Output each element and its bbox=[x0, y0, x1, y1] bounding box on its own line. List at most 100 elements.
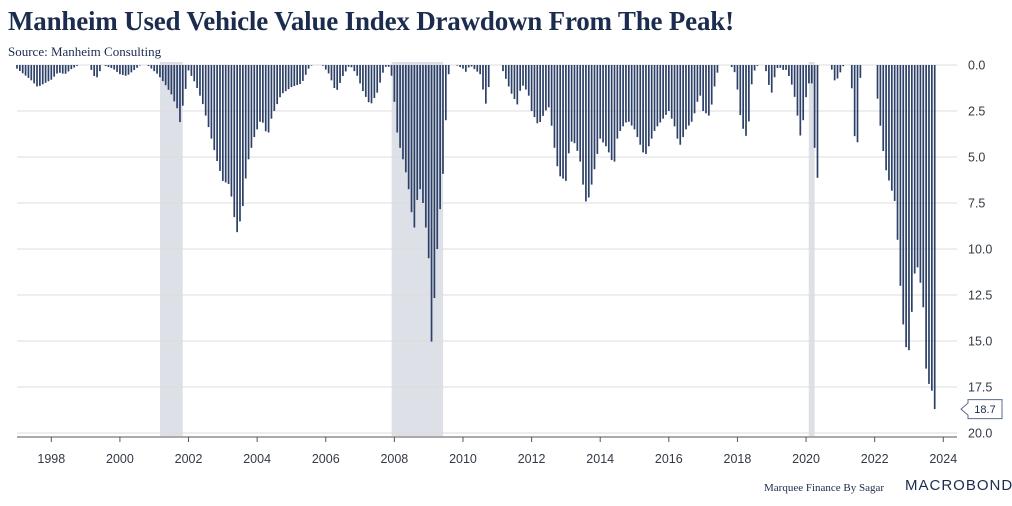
bar bbox=[542, 65, 544, 116]
bar bbox=[930, 65, 933, 391]
y-tick-label: 12.5 bbox=[968, 289, 992, 303]
bar bbox=[650, 65, 653, 139]
bar bbox=[905, 65, 907, 348]
bar bbox=[73, 65, 76, 68]
last-value-label: 18.7 bbox=[974, 404, 995, 416]
bar bbox=[645, 65, 647, 154]
bar bbox=[705, 65, 707, 114]
bar bbox=[525, 65, 527, 90]
bar bbox=[253, 65, 256, 138]
bar bbox=[124, 65, 127, 76]
bar bbox=[119, 65, 121, 75]
bar bbox=[785, 65, 787, 70]
bar bbox=[167, 65, 170, 90]
chart-title: Manheim Used Vehicle Value Index Drawdow… bbox=[8, 6, 734, 36]
bar bbox=[413, 65, 416, 228]
bar bbox=[181, 65, 184, 106]
bar bbox=[233, 65, 236, 218]
bar bbox=[433, 65, 436, 299]
bar bbox=[439, 65, 441, 210]
bar bbox=[159, 65, 161, 78]
x-tick-label: 2014 bbox=[586, 452, 614, 466]
bar bbox=[599, 65, 602, 139]
y-tick-label: 5.0 bbox=[968, 151, 985, 165]
bar bbox=[839, 65, 842, 73]
bar bbox=[364, 65, 367, 97]
bar bbox=[613, 65, 616, 162]
last-value-box bbox=[960, 399, 1003, 420]
bar bbox=[110, 65, 113, 69]
bar bbox=[121, 65, 124, 75]
bar bbox=[765, 65, 767, 72]
bar bbox=[347, 65, 350, 67]
bar bbox=[716, 65, 719, 73]
bar bbox=[582, 65, 584, 185]
bar bbox=[264, 65, 267, 132]
bar bbox=[662, 65, 664, 119]
bar bbox=[505, 65, 507, 79]
bar bbox=[610, 65, 613, 161]
bar bbox=[387, 65, 390, 67]
axes: 0.0 2.5 5.0 7.5 10.0 12.5 15.0 17.5 20.0 1998 2000… bbox=[17, 59, 992, 466]
x-tick-label: 2000 bbox=[106, 452, 134, 466]
bar bbox=[44, 65, 47, 83]
bar bbox=[693, 65, 696, 114]
bar bbox=[710, 65, 713, 105]
bar bbox=[659, 65, 662, 123]
bar bbox=[616, 65, 619, 139]
bar bbox=[682, 65, 684, 138]
bar bbox=[407, 65, 410, 190]
y-tick-label: 2.5 bbox=[968, 105, 985, 119]
bar bbox=[745, 65, 747, 136]
x-tick-label: 2008 bbox=[380, 452, 408, 466]
bar bbox=[136, 65, 138, 68]
bar bbox=[290, 65, 293, 88]
x-tick-label: 2004 bbox=[243, 452, 271, 466]
bar bbox=[99, 65, 101, 72]
bar bbox=[556, 65, 559, 167]
bar bbox=[190, 65, 193, 76]
bar bbox=[559, 65, 562, 177]
bar bbox=[739, 65, 742, 116]
bar bbox=[227, 65, 230, 184]
bar bbox=[379, 65, 381, 83]
bar bbox=[299, 65, 301, 85]
bar bbox=[562, 65, 564, 179]
bar bbox=[64, 65, 67, 74]
bar bbox=[639, 65, 642, 145]
bar bbox=[96, 65, 98, 78]
bar bbox=[353, 65, 356, 72]
bar bbox=[685, 65, 687, 130]
x-tick-label: 2002 bbox=[175, 452, 203, 466]
bar bbox=[770, 65, 773, 93]
bar bbox=[713, 65, 716, 87]
bar bbox=[633, 65, 636, 130]
bar bbox=[302, 65, 304, 81]
bar bbox=[219, 65, 221, 171]
bar bbox=[310, 65, 313, 66]
bar bbox=[161, 65, 164, 82]
bar bbox=[201, 65, 204, 105]
bar bbox=[605, 65, 607, 147]
bar bbox=[399, 65, 401, 148]
bar bbox=[21, 65, 24, 74]
bar bbox=[179, 65, 181, 123]
bar bbox=[267, 65, 270, 133]
bar bbox=[236, 65, 238, 233]
bar bbox=[333, 65, 336, 88]
gridlines bbox=[17, 64, 957, 434]
x-tick-label: 2006 bbox=[312, 452, 340, 466]
bar bbox=[187, 65, 190, 71]
bar bbox=[247, 65, 250, 160]
bar bbox=[342, 65, 344, 77]
bar bbox=[876, 65, 879, 99]
bar bbox=[282, 65, 284, 94]
bar bbox=[885, 65, 887, 171]
bar bbox=[196, 65, 198, 88]
bar bbox=[193, 65, 196, 82]
bar bbox=[50, 65, 53, 80]
bar bbox=[485, 65, 487, 104]
bar bbox=[213, 65, 216, 151]
y-tick-label: 10.0 bbox=[968, 243, 992, 257]
